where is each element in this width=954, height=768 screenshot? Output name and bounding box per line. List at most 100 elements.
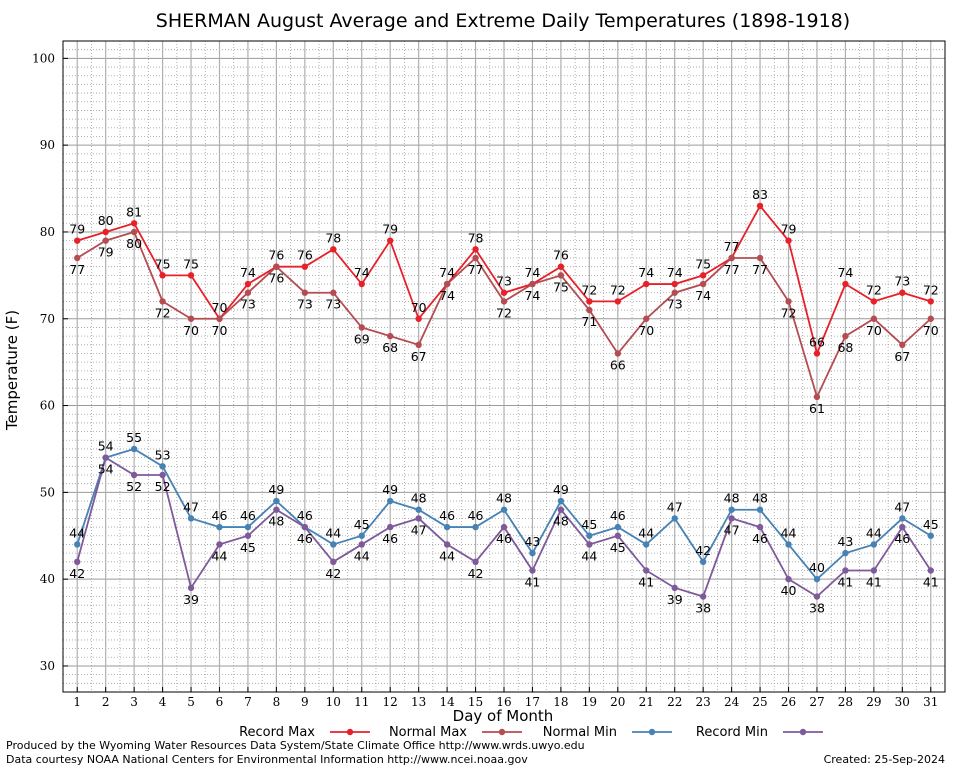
x-tick-label: 27 (809, 695, 824, 709)
x-tick-label: 21 (639, 695, 654, 709)
record-min-data-label: 46 (752, 531, 768, 546)
record-min-data-label: 44 (212, 548, 228, 563)
normal-min-data-label: 47 (667, 499, 683, 514)
record-max-data-label: 83 (752, 187, 768, 202)
normal-max-point (842, 332, 849, 340)
x-tick-label: 29 (866, 695, 881, 709)
x-tick-label: 1 (73, 695, 81, 709)
normal-max-point (813, 393, 821, 401)
record-max-data-label: 72 (581, 282, 597, 297)
normal-min-point (614, 523, 622, 531)
normal-min-point (216, 523, 223, 531)
record-min-point (500, 523, 508, 531)
record-min-point (529, 567, 536, 574)
record-min-point (330, 558, 337, 565)
normal-max-data-label: 72 (781, 305, 797, 320)
record-min-data-label: 48 (268, 514, 284, 529)
record-min-point (415, 515, 422, 522)
record-min-data-label: 45 (240, 540, 256, 555)
normal-min-data-label: 49 (382, 482, 398, 497)
y-tick-label: 80 (40, 225, 55, 239)
normal-max-data-label: 70 (866, 323, 882, 338)
record-max-data-label: 72 (610, 282, 626, 297)
normal-max-point (102, 237, 109, 244)
normal-max-data-label: 74 (695, 288, 711, 303)
record-min-point (130, 471, 138, 479)
y-tick-label: 30 (40, 659, 55, 673)
record-max-point (472, 246, 479, 253)
record-min-point (301, 523, 309, 531)
normal-min-data-label: 49 (553, 482, 569, 497)
normal-max-data-label: 73 (325, 297, 341, 312)
record-max-data-label: 80 (98, 213, 114, 228)
normal-min-data-label: 45 (923, 517, 939, 532)
normal-min-data-label: 48 (411, 491, 427, 506)
record-max-data-label: 75 (695, 256, 711, 271)
normal-max-data-label: 70 (923, 323, 939, 338)
normal-max-point (159, 298, 166, 305)
normal-min-data-label: 48 (724, 491, 740, 506)
x-tick-label: 4 (159, 695, 167, 709)
normal-max-point (728, 254, 735, 262)
normal-min-data-label: 45 (581, 517, 597, 532)
record-min-point (671, 584, 678, 592)
x-tick-label: 16 (496, 695, 511, 709)
record-min-data-label: 41 (524, 574, 540, 589)
record-max-point (557, 263, 565, 270)
normal-max-point (586, 306, 593, 314)
record-max-point (870, 298, 878, 305)
normal-max-point (472, 254, 479, 262)
normal-min-data-label: 45 (354, 517, 370, 532)
normal-max-point (273, 263, 280, 270)
normal-min-data-label: 43 (524, 534, 540, 549)
legend-label-normal-max: Normal Max (389, 725, 467, 740)
legend-label-normal-min: Normal Min (543, 725, 617, 740)
x-tick-label: 6 (216, 695, 224, 709)
normal-max-point (187, 315, 195, 322)
normal-max-data-label: 70 (212, 323, 228, 338)
x-tick-label: 12 (383, 695, 398, 709)
normal-max-data-label: 67 (411, 349, 427, 364)
normal-max-data-label: 73 (297, 297, 313, 312)
record-max-point (756, 202, 764, 210)
normal-min-data-label: 47 (183, 499, 199, 514)
normal-max-data-label: 77 (69, 262, 85, 277)
normal-max-data-label: 77 (752, 262, 768, 277)
record-max-point (74, 237, 81, 244)
normal-min-data-label: 46 (439, 508, 455, 523)
record-max-point (358, 280, 365, 288)
normal-max-data-label: 74 (439, 288, 455, 303)
normal-min-point (728, 506, 735, 513)
x-tick-label: 22 (667, 695, 682, 709)
x-tick-label: 18 (553, 695, 568, 709)
x-tick-label: 19 (582, 695, 597, 709)
record-min-data-label: 38 (695, 601, 711, 616)
record-min-data-label: 47 (411, 522, 427, 537)
record-min-point (443, 541, 451, 548)
record-max-data-label: 74 (837, 265, 853, 280)
normal-min-point (899, 515, 906, 522)
x-tick-label: 23 (696, 695, 711, 709)
record-max-point (102, 228, 109, 236)
record-max-data-label: 74 (667, 265, 683, 280)
normal-max-data-label: 69 (354, 331, 370, 346)
x-tick-label: 31 (923, 695, 938, 709)
record-min-point (842, 567, 849, 574)
normal-max-point (301, 289, 309, 296)
normal-max-data-label: 74 (524, 288, 540, 303)
normal-min-data-label: 46 (610, 508, 626, 523)
normal-min-point (187, 515, 195, 522)
normal-max-point (529, 280, 536, 288)
normal-max-data-label: 72 (496, 305, 512, 320)
normal-max-data-label: 76 (268, 271, 284, 286)
x-tick-label: 9 (301, 695, 309, 709)
normal-min-point (130, 445, 138, 453)
record-min-point (472, 558, 479, 565)
record-min-point (386, 523, 394, 531)
normal-min-point (842, 549, 849, 557)
record-max-point (699, 272, 707, 279)
record-max-point (671, 280, 678, 288)
normal-max-data-label: 67 (894, 349, 910, 364)
x-axis-label: Day of Month (453, 707, 554, 725)
